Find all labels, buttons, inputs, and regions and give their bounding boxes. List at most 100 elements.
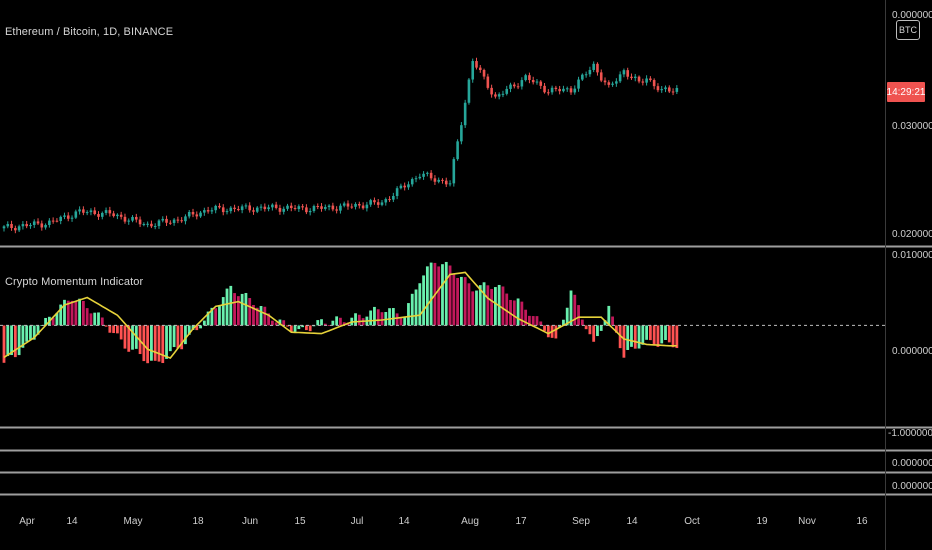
histogram-bar bbox=[127, 325, 131, 352]
candle-body bbox=[40, 223, 44, 228]
histogram-bar bbox=[301, 325, 305, 328]
histogram-bar bbox=[2, 325, 6, 363]
time-axis[interactable]: Apr 14 May 18 Jun 15 Jul 14 Aug 17 Sep 14 Oct 19 Nov 16 bbox=[19, 516, 868, 527]
currency-badge[interactable]: BTC bbox=[896, 20, 920, 40]
histogram-bar bbox=[176, 325, 180, 349]
histogram-bar bbox=[422, 275, 425, 326]
histogram-bar bbox=[667, 325, 671, 343]
candle-body bbox=[240, 206, 244, 211]
price-tick-label: 0.020000 bbox=[892, 229, 932, 240]
candle-body bbox=[384, 199, 388, 203]
candle-body bbox=[63, 215, 66, 217]
candle-body bbox=[44, 224, 47, 228]
candle-body bbox=[316, 206, 320, 208]
histogram-bar bbox=[414, 289, 418, 326]
candle-body bbox=[558, 89, 561, 92]
histogram-bar bbox=[437, 266, 441, 326]
histogram-bar bbox=[592, 325, 596, 342]
histogram-bar bbox=[535, 316, 539, 326]
candle-body bbox=[354, 203, 357, 207]
candle-body bbox=[611, 83, 614, 85]
histogram-bar bbox=[478, 285, 482, 326]
candle-body bbox=[645, 78, 648, 83]
candle-body bbox=[161, 218, 165, 221]
histogram-bar bbox=[531, 316, 535, 326]
histogram-bar bbox=[6, 325, 10, 357]
histogram-bar bbox=[618, 325, 622, 349]
histogram-bar bbox=[108, 325, 112, 333]
candle-body bbox=[278, 207, 282, 212]
candle-body bbox=[286, 205, 289, 209]
candle-body bbox=[21, 224, 25, 227]
histogram-bar bbox=[327, 325, 331, 326]
candle-body bbox=[478, 67, 482, 70]
lower-pane-tick-label: 0.000000 bbox=[892, 458, 932, 469]
candle-body bbox=[32, 221, 36, 225]
candle-body bbox=[339, 205, 342, 211]
histogram-bar bbox=[516, 298, 520, 326]
candle-body bbox=[10, 224, 13, 229]
indicator-tick-label: 0.000000 bbox=[892, 346, 932, 357]
candle-body bbox=[150, 223, 153, 227]
candle-body bbox=[562, 88, 565, 92]
candle-body bbox=[267, 207, 270, 210]
histogram-bar bbox=[459, 276, 463, 326]
candle-body bbox=[494, 94, 497, 97]
candle-body bbox=[395, 188, 399, 196]
histogram-bar bbox=[494, 287, 497, 326]
histogram-bar bbox=[656, 325, 660, 347]
histogram-bar bbox=[512, 300, 516, 326]
candle-body bbox=[127, 220, 131, 222]
candle-body bbox=[259, 206, 263, 208]
candle-body bbox=[547, 92, 550, 94]
candle-body bbox=[17, 226, 21, 231]
candle-body bbox=[180, 220, 183, 222]
candle-body bbox=[505, 88, 509, 94]
candle-body bbox=[565, 88, 569, 90]
candle-body bbox=[97, 214, 100, 217]
candle-body bbox=[165, 218, 168, 223]
candle-body bbox=[237, 209, 240, 211]
candle-body bbox=[497, 94, 501, 97]
candle-body bbox=[135, 216, 138, 220]
histogram-bar bbox=[191, 325, 195, 330]
histogram-bar bbox=[562, 319, 565, 326]
time-tick-label: 16 bbox=[856, 516, 868, 527]
candle-body bbox=[626, 70, 629, 77]
time-tick-label: 19 bbox=[756, 516, 768, 527]
histogram-bar bbox=[490, 288, 494, 326]
candle-body bbox=[119, 214, 123, 217]
candle-body bbox=[437, 179, 440, 182]
candle-body bbox=[104, 210, 108, 213]
candle-body bbox=[667, 87, 671, 92]
bar-countdown-badge: 14:29:21 bbox=[887, 82, 925, 102]
histogram-bar bbox=[441, 264, 444, 326]
histogram-bar bbox=[25, 325, 29, 342]
candle-body bbox=[471, 61, 475, 80]
candle-body bbox=[346, 203, 350, 207]
histogram-bar bbox=[78, 298, 81, 326]
candle-body bbox=[274, 204, 278, 208]
candle-body bbox=[29, 224, 32, 227]
candle-body bbox=[297, 206, 301, 210]
histogram-bar bbox=[297, 325, 301, 330]
candle-body bbox=[191, 211, 195, 215]
histogram-bar bbox=[482, 282, 486, 326]
candle-body bbox=[603, 80, 607, 83]
candle-body bbox=[203, 210, 206, 213]
candle-body bbox=[335, 209, 338, 211]
histogram-bar bbox=[520, 301, 524, 326]
momentum-signal-line bbox=[3, 271, 677, 359]
candle-body bbox=[74, 211, 78, 218]
histogram-bar bbox=[259, 305, 263, 326]
histogram-bar bbox=[456, 277, 459, 326]
lower-pane-tick-label: -1.000000000 bbox=[888, 428, 932, 439]
histogram-bar bbox=[229, 285, 233, 326]
candle-body bbox=[51, 220, 55, 222]
indicator-tick-label: 0.010000 bbox=[892, 250, 932, 261]
histogram-bar bbox=[641, 325, 645, 345]
histogram-bar bbox=[17, 325, 21, 356]
histogram-bar bbox=[524, 309, 528, 326]
histogram-bar bbox=[637, 325, 641, 349]
